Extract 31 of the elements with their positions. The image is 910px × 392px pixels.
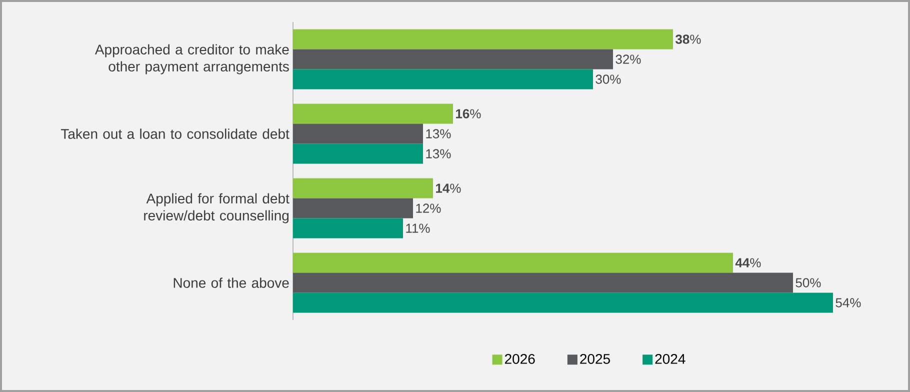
data-label: 50% — [796, 278, 821, 288]
y-tick-label: Taken out a loan to consolidate debt — [60, 128, 290, 139]
data-label: 30% — [596, 74, 621, 84]
legend-label: 2025 — [580, 354, 610, 364]
data-label: 44% — [735, 258, 761, 268]
legend-label: 2024 — [655, 354, 686, 364]
bar — [293, 49, 614, 70]
data-label: 54% — [836, 298, 861, 308]
bar — [293, 104, 453, 124]
data-label: 13% — [426, 149, 451, 158]
y-tick-label: None of the above — [174, 278, 289, 288]
bar — [293, 29, 674, 50]
data-label: 38% — [676, 34, 701, 44]
data-label: 13% — [426, 129, 451, 138]
bar — [293, 198, 414, 218]
bar — [293, 272, 793, 293]
bar — [293, 144, 424, 164]
data-label: 16% — [456, 109, 481, 118]
bar — [293, 178, 433, 198]
bar — [293, 69, 594, 90]
bar — [293, 292, 833, 313]
y-tick-label: Applied for formal debt review/debt counselling — [144, 193, 290, 224]
y-tick-label: Approached a creditor to make other payment arrangements — [94, 44, 289, 74]
legend-label: 2026 — [504, 354, 535, 364]
bar — [293, 124, 424, 144]
bar — [293, 252, 734, 273]
data-label: 14% — [436, 184, 461, 193]
bar — [293, 218, 403, 238]
data-label: 32% — [616, 54, 641, 64]
data-label: 11% — [406, 224, 430, 233]
data-label: 12% — [416, 204, 441, 213]
